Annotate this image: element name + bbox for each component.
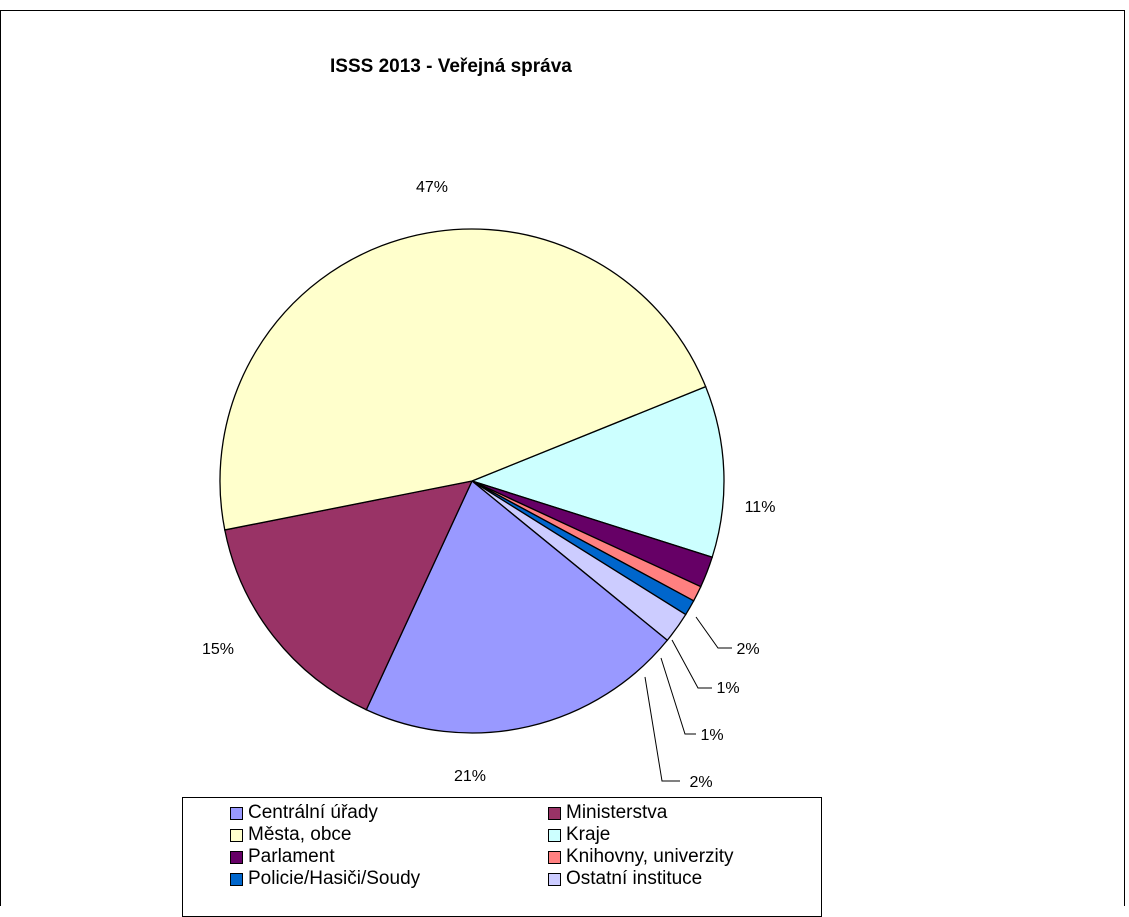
legend-item: Parlament — [230, 846, 335, 868]
legend-label: Kraje — [566, 824, 611, 845]
legend-swatch — [230, 806, 243, 820]
leader-line — [695, 616, 732, 649]
legend-swatch — [548, 828, 561, 842]
legend-label: Města, obce — [248, 824, 352, 845]
legend-swatch — [548, 806, 561, 820]
data-label: 2% — [736, 641, 759, 658]
legend-item: Kraje — [548, 824, 610, 846]
data-label: 15% — [202, 641, 234, 658]
pie-slices — [219, 228, 725, 734]
legend-label: Centrální úřady — [248, 802, 378, 823]
legend-item: Ostatní instituce — [548, 868, 702, 890]
data-label: 2% — [689, 774, 712, 791]
legend-label: Parlament — [248, 846, 335, 867]
chart-title: ISSS 2013 - Veřejná správa — [330, 56, 572, 77]
legend: Centrální úřady Ministerstva Města, obce Kr… — [182, 797, 822, 917]
data-label: 1% — [700, 727, 723, 744]
legend-item: Ministerstva — [548, 802, 667, 824]
data-label: 47% — [416, 179, 448, 196]
pie-slice-ministerstva — [224, 480, 474, 711]
data-label: 1% — [716, 680, 739, 697]
legend-item: Centrální úřady — [230, 802, 378, 824]
legend-item: Knihovny, univerzity — [548, 846, 734, 868]
data-label: 21% — [454, 768, 486, 785]
legend-item: Města, obce — [230, 824, 352, 846]
leader-line — [671, 639, 712, 689]
pie-slice-m-sta-obce — [219, 228, 707, 531]
leader-line — [660, 657, 696, 735]
legend-swatch — [230, 828, 243, 842]
legend-label: Knihovny, univerzity — [566, 846, 734, 867]
legend-swatch — [548, 872, 561, 886]
pie-slice-centr-ln-ady — [365, 479, 669, 734]
data-label: 11% — [745, 499, 776, 516]
legend-swatch — [230, 850, 243, 864]
legend-label: Policie/Hasiči/Soudy — [248, 868, 421, 889]
chart-frame — [0, 10, 1125, 906]
legend-label: Ostatní instituce — [566, 868, 703, 889]
pie-slice-kraje — [470, 385, 725, 559]
legend-swatch — [548, 850, 561, 864]
leader-line — [644, 676, 680, 782]
legend-swatch — [230, 872, 243, 886]
legend-label: Ministerstva — [566, 802, 668, 823]
pie-labels: 11% 2% 1% 1% 2% 21% 15% 47% — [202, 179, 775, 791]
legend-item: Policie/Hasiči/Soudy — [230, 868, 420, 890]
